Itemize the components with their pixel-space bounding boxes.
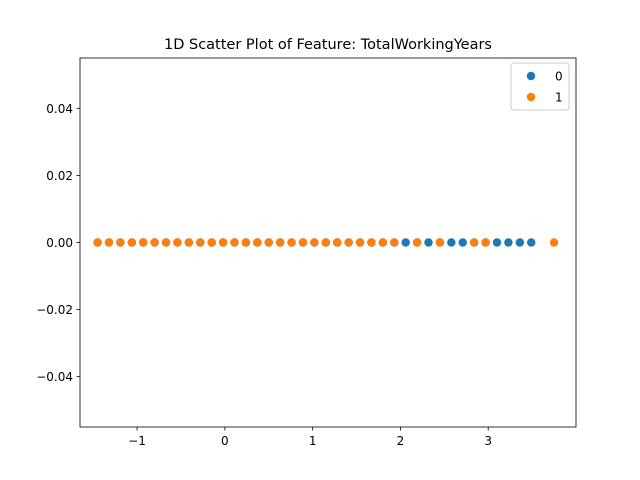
scatter-point-series-1 — [355, 238, 365, 247]
scatter-point-series-1 — [298, 238, 308, 247]
y-tick-label: 0.00 — [46, 236, 73, 250]
scatter-point-series-1 — [435, 238, 445, 247]
scatter-point-series-0 — [492, 238, 502, 247]
scatter-point-series-1 — [344, 238, 353, 247]
x-tick-label: 1 — [309, 434, 317, 448]
scatter-point-series-1 — [333, 238, 342, 247]
scatter-point-series-0 — [515, 238, 525, 247]
scatter-point-series-1 — [549, 238, 559, 247]
scatter-point-series-1 — [196, 238, 205, 247]
scatter-point-series-1 — [390, 238, 399, 247]
scatter-point-series-0 — [447, 238, 456, 247]
scatter-point-series-0 — [527, 238, 536, 247]
scatter-point-series-1 — [139, 238, 148, 247]
scatter-point-series-1 — [469, 238, 479, 247]
scatter-point-series-1 — [173, 238, 182, 247]
legend-label: 0 — [555, 70, 563, 84]
legend: 01 — [510, 62, 570, 111]
scatter-point-series-1 — [481, 238, 490, 247]
scatter-point-series-1 — [412, 238, 422, 247]
scatter-point-series-1 — [378, 238, 388, 247]
scatter-point-series-1 — [241, 238, 251, 247]
scatter-point-series-1 — [310, 238, 319, 247]
scatter-point-series-1 — [116, 238, 125, 247]
x-tick-label: −1 — [128, 434, 146, 448]
scatter-point-series-1 — [104, 238, 114, 247]
scatter-point-series-1 — [184, 238, 194, 247]
scatter-point-series-1 — [93, 238, 102, 247]
scatter-point-series-1 — [218, 238, 228, 247]
scatter-point-series-0 — [458, 238, 467, 247]
chart-title: 1D Scatter Plot of Feature: TotalWorking… — [164, 37, 492, 53]
x-tick-label: 2 — [397, 434, 405, 448]
scatter-point-series-0 — [424, 238, 433, 247]
scatter-point-series-1 — [264, 238, 273, 247]
legend-box — [510, 62, 570, 111]
x-tick-label: 0 — [221, 434, 229, 448]
x-tick-label: 3 — [484, 434, 492, 448]
scatter-point-series-1 — [161, 238, 171, 247]
x-axis-ticks: −1 0 1 2 3 — [128, 427, 492, 448]
scatter-point-series-1 — [150, 238, 159, 247]
scatter-point-series-1 — [321, 238, 331, 247]
scatter-point-series-1 — [287, 238, 296, 247]
scatter-point-series-0 — [401, 238, 410, 247]
scatter-point-series-1 — [127, 238, 136, 247]
legend-marker-1 — [526, 92, 536, 102]
data-points — [93, 238, 559, 247]
legend-marker-0 — [526, 71, 536, 81]
y-tick-label: −0.02 — [36, 303, 73, 317]
y-axis-ticks: −0.04 −0.02 0.00 0.02 0.04 — [36, 102, 80, 384]
legend-label: 1 — [555, 91, 563, 105]
y-tick-label: 0.04 — [46, 102, 73, 116]
y-tick-label: 0.02 — [46, 169, 73, 183]
scatter-point-series-1 — [207, 238, 216, 247]
scatter-point-series-0 — [504, 238, 513, 247]
scatter-point-series-1 — [230, 238, 239, 247]
y-tick-label: −0.04 — [36, 370, 73, 384]
plot-frame — [79, 57, 577, 428]
scatter-point-series-1 — [275, 238, 285, 247]
scatter-point-series-1 — [367, 238, 376, 247]
scatter-point-series-1 — [253, 238, 262, 247]
